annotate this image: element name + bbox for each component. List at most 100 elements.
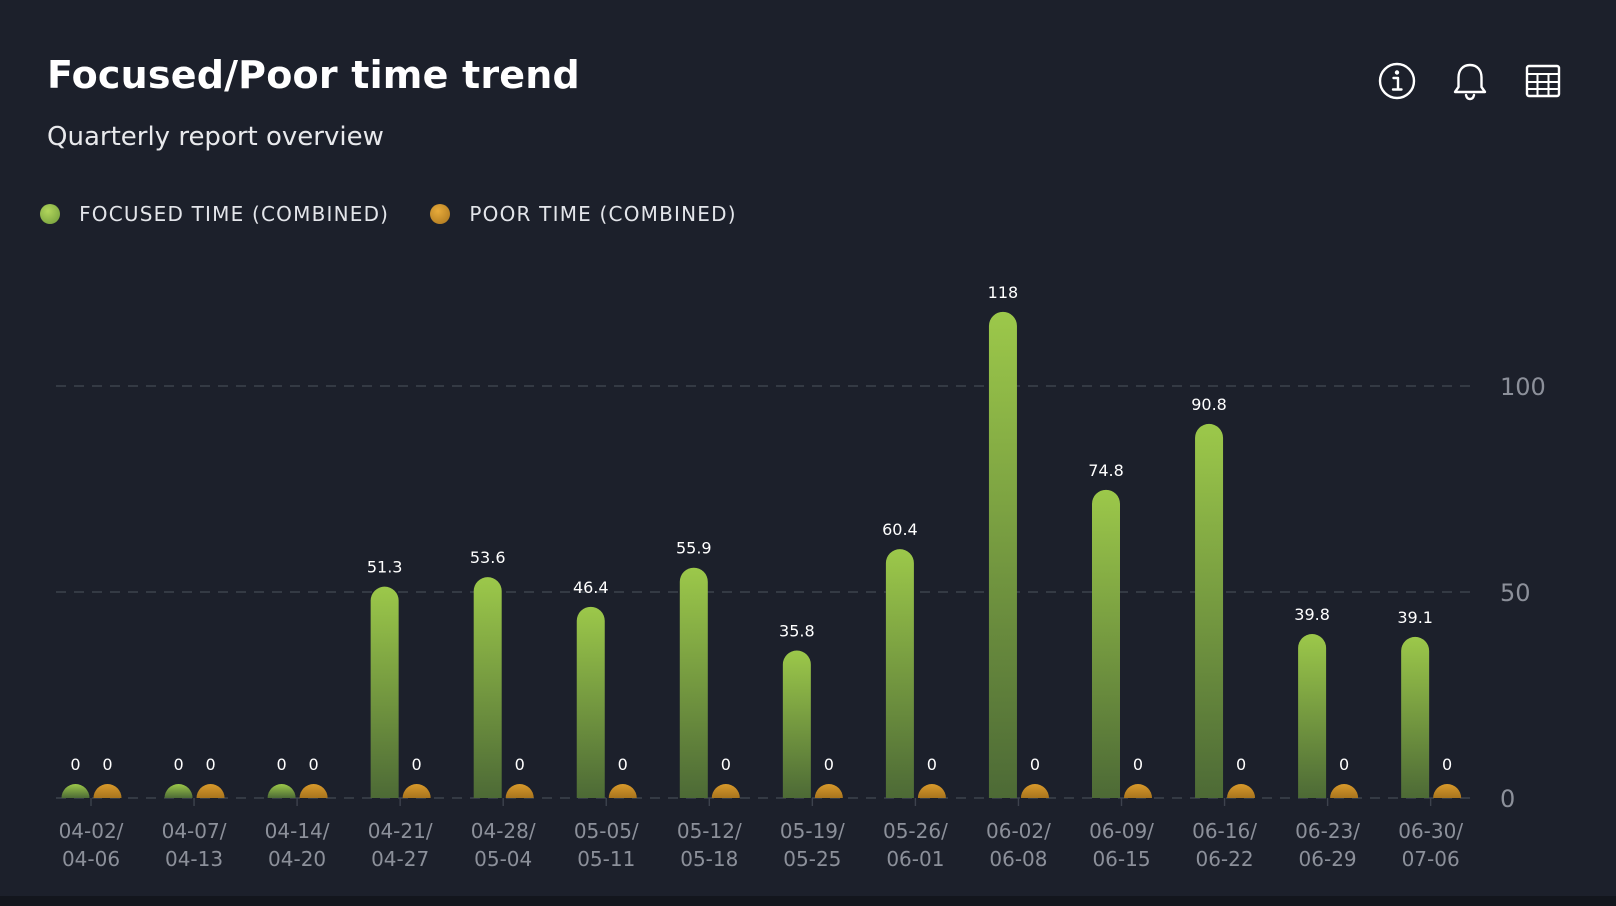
- y-tick-label: 50: [1500, 579, 1531, 607]
- bar-focused[interactable]: [885, 549, 914, 798]
- x-tick-label: 04-14/04-20: [265, 819, 330, 871]
- info-button[interactable]: [1374, 58, 1420, 104]
- x-tick-label-line: 06-01: [886, 847, 944, 871]
- bar-poor[interactable]: [402, 784, 431, 798]
- x-tick-label: 05-12/05-18: [677, 819, 742, 871]
- data-label-poor: 0: [1339, 755, 1349, 774]
- chart-subtitle: Quarterly report overview: [47, 122, 384, 152]
- x-tick-label: 05-19/05-25: [780, 819, 845, 871]
- x-tick-label-line: 05-19/: [780, 819, 845, 843]
- x-tick-label-line: 06-09/: [1089, 819, 1154, 843]
- data-label-poor: 0: [1236, 755, 1246, 774]
- x-tick-label-line: 06-08: [989, 847, 1047, 871]
- data-label-poor: 0: [102, 755, 112, 774]
- table-icon: [1525, 64, 1561, 98]
- x-tick-label-line: 05-05/: [574, 819, 639, 843]
- bar-poor[interactable]: [711, 784, 740, 798]
- bar-poor[interactable]: [1227, 784, 1256, 798]
- x-tick-label: 04-07/04-13: [162, 819, 227, 871]
- bar-focused[interactable]: [782, 650, 811, 798]
- x-tick-label: 04-02/04-06: [59, 819, 124, 871]
- bar-poor[interactable]: [608, 784, 637, 798]
- x-tick-label-line: 04-20: [268, 847, 326, 871]
- table-view-button[interactable]: [1520, 58, 1566, 104]
- bar-focused[interactable]: [576, 606, 605, 798]
- legend-label-focused: FOCUSED TIME (COMBINED): [79, 202, 390, 226]
- data-label-focused: 118: [988, 283, 1019, 302]
- bar-focused[interactable]: [370, 586, 399, 798]
- bar-poor[interactable]: [299, 784, 328, 798]
- chart-toolbar: [1374, 58, 1574, 104]
- x-tick-label-line: 04-14/: [265, 819, 330, 843]
- data-label-focused: 35.8: [779, 622, 815, 641]
- bar-focused[interactable]: [61, 784, 90, 798]
- x-tick-label: 06-30/07-06: [1398, 819, 1463, 871]
- x-tick-label-line: 06-02/: [986, 819, 1051, 843]
- x-tick-label-line: 06-29: [1299, 847, 1357, 871]
- x-tick-label-line: 04-06: [62, 847, 120, 871]
- x-tick-label-line: 05-26/: [883, 819, 948, 843]
- bar-poor[interactable]: [814, 784, 843, 798]
- y-tick-label: 0: [1500, 785, 1515, 813]
- bar-poor[interactable]: [1020, 784, 1049, 798]
- y-tick-label: 100: [1500, 373, 1546, 401]
- data-label-focused: 60.4: [882, 520, 918, 539]
- bar-focused[interactable]: [267, 784, 296, 798]
- x-tick-label-line: 06-16/: [1192, 819, 1257, 843]
- x-tick-label-line: 06-15: [1092, 847, 1150, 871]
- data-label-poor: 0: [205, 755, 215, 774]
- chart-legend: FOCUSED TIME (COMBINED) POOR TIME (COMBI…: [40, 202, 773, 232]
- bar-focused[interactable]: [1401, 636, 1430, 798]
- data-label-focused: 39.8: [1294, 605, 1330, 624]
- x-tick-label-line: 06-22: [1195, 847, 1253, 871]
- bar-poor[interactable]: [1330, 784, 1359, 798]
- x-tick-label-line: 05-18: [680, 847, 738, 871]
- data-label-poor: 0: [824, 755, 834, 774]
- alert-button[interactable]: [1447, 58, 1493, 104]
- bar-focused[interactable]: [679, 567, 708, 798]
- bar-focused[interactable]: [164, 784, 193, 798]
- legend-dot-focused: [40, 204, 60, 224]
- x-tick-label: 06-16/06-22: [1192, 819, 1257, 871]
- data-label-focused: 90.8: [1191, 395, 1227, 414]
- x-tick-label-line: 05-04: [474, 847, 532, 871]
- x-tick-label: 04-28/05-04: [471, 819, 536, 871]
- x-tick-label-line: 06-30/: [1398, 819, 1463, 843]
- legend-item-focused[interactable]: FOCUSED TIME (COMBINED): [40, 202, 389, 226]
- bar-poor[interactable]: [505, 784, 534, 798]
- bar-poor[interactable]: [196, 784, 225, 798]
- data-label-poor: 0: [618, 755, 628, 774]
- x-tick-label-line: 05-25: [783, 847, 841, 871]
- bar-poor[interactable]: [917, 784, 946, 798]
- data-label-focused: 74.8: [1088, 461, 1124, 480]
- bar-focused[interactable]: [1195, 423, 1224, 798]
- bar-focused[interactable]: [473, 577, 502, 798]
- x-tick-label-line: 04-21/: [368, 819, 433, 843]
- legend-label-poor: POOR TIME (COMBINED): [469, 202, 737, 226]
- x-tick-label: 06-02/06-08: [986, 819, 1051, 871]
- data-label-focused: 0: [173, 755, 183, 774]
- data-label-focused: 0: [70, 755, 80, 774]
- x-tick-label: 04-21/04-27: [368, 819, 433, 871]
- data-label-poor: 0: [309, 755, 319, 774]
- bar-focused[interactable]: [1092, 489, 1120, 798]
- chart-title: Focused/Poor time trend: [47, 53, 580, 97]
- bar-poor[interactable]: [1124, 784, 1152, 798]
- bar-poor[interactable]: [1433, 784, 1462, 798]
- data-label-poor: 0: [515, 755, 525, 774]
- bar-focused[interactable]: [988, 311, 1017, 798]
- x-tick-label-line: 06-23/: [1295, 819, 1360, 843]
- x-tick-label-line: 05-12/: [677, 819, 742, 843]
- data-label-focused: 0: [277, 755, 287, 774]
- data-label-poor: 0: [412, 755, 422, 774]
- x-tick-label-line: 05-11: [577, 847, 635, 871]
- legend-item-poor[interactable]: POOR TIME (COMBINED): [430, 202, 736, 226]
- x-tick-label-line: 04-13: [165, 847, 223, 871]
- bar-focused[interactable]: [1298, 634, 1327, 798]
- data-label-focused: 51.3: [367, 558, 403, 577]
- x-tick-label-line: 04-02/: [59, 819, 124, 843]
- data-label-poor: 0: [927, 755, 937, 774]
- bar-poor[interactable]: [93, 784, 122, 798]
- x-tick-label: 06-09/06-15: [1089, 819, 1154, 871]
- x-tick-label: 06-23/06-29: [1295, 819, 1360, 871]
